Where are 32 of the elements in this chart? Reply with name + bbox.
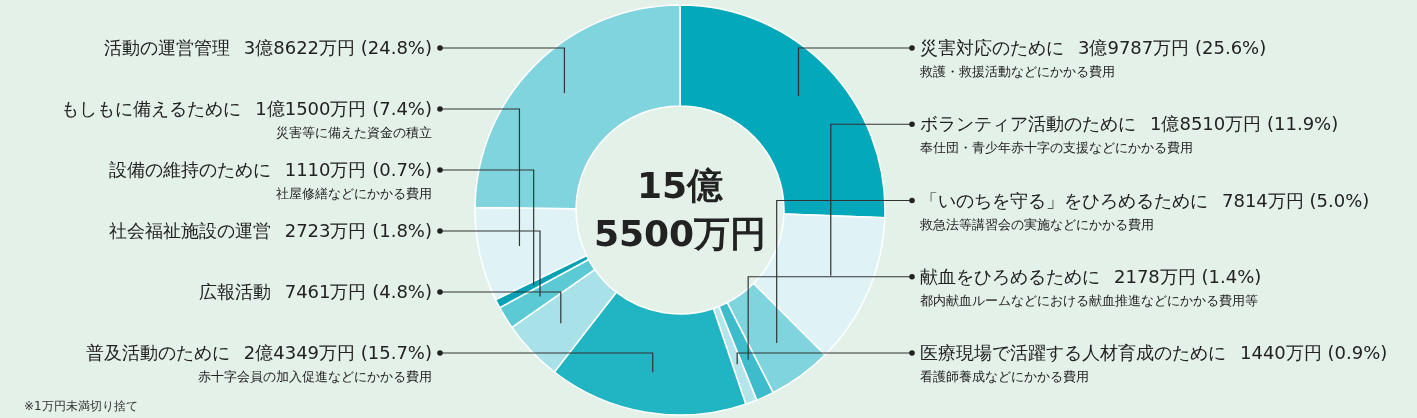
slice-label: 献血をひろめるために (920, 265, 1100, 287)
slice-label: もしもに備えるために (61, 98, 242, 119)
slice-label: 設備の維持のために (108, 159, 271, 180)
text: 災害等に備えた資金の積立 (275, 124, 432, 142)
text: 都内献血ルームなどにおける献血推進などにかかる費用等 (920, 291, 1259, 310)
data-label: 1110万円 (0.7%) (284, 159, 432, 180)
slice-label: 社会福祉施設の運営 (108, 220, 271, 241)
text: 奉仕団・青少年赤十字の支援などにかかる費用 (920, 139, 1194, 158)
slice-label: ボランティア活動のために (920, 113, 1136, 135)
data-label: 7461万円 (4.8%) (284, 281, 432, 302)
text: 15億 5500万円 (592, 164, 768, 256)
text: ※1万円未満切り捨て (24, 398, 138, 415)
data-label: 2178万円 (1.4%) (1114, 265, 1262, 287)
data-label: 1440万円 (0.9%) (1240, 342, 1388, 363)
slice-label: 広報活動 (198, 281, 271, 302)
slice-label: 「いのちを守る」をひろめるために (920, 189, 1208, 211)
data-label: 2億4349万円 (15.7%) (243, 342, 432, 363)
slice-label: 災害対応のために (920, 37, 1064, 58)
data-label: 3億8622万円 (24.8%) (243, 37, 432, 58)
slice-label: 医療現場で活躍する人材育成のために (920, 342, 1226, 363)
slice-label: 活動の運営管理 (103, 37, 230, 58)
data-label: 1億1500万円 (7.4%) (255, 98, 432, 119)
text: 救急法等講習会の実施などにかかる費用 (920, 215, 1155, 234)
data-label: 1億8510万円 (11.9%) (1150, 113, 1339, 135)
data-label: 3億9787万円 (25.6%) (1078, 37, 1267, 58)
text: 赤十字会員の加入促進などにかかる費用 (197, 368, 432, 386)
data-label: 7814万円 (5.0%) (1222, 189, 1370, 211)
text: 社屋修繕などにかかる費用 (275, 185, 432, 203)
data-label: 2723万円 (1.8%) (284, 220, 432, 241)
text: 看護師養成などにかかる費用 (920, 368, 1090, 386)
text: 救護・救援活動などにかかる費用 (920, 63, 1116, 81)
slice-label: 普及活動のために (85, 342, 230, 363)
